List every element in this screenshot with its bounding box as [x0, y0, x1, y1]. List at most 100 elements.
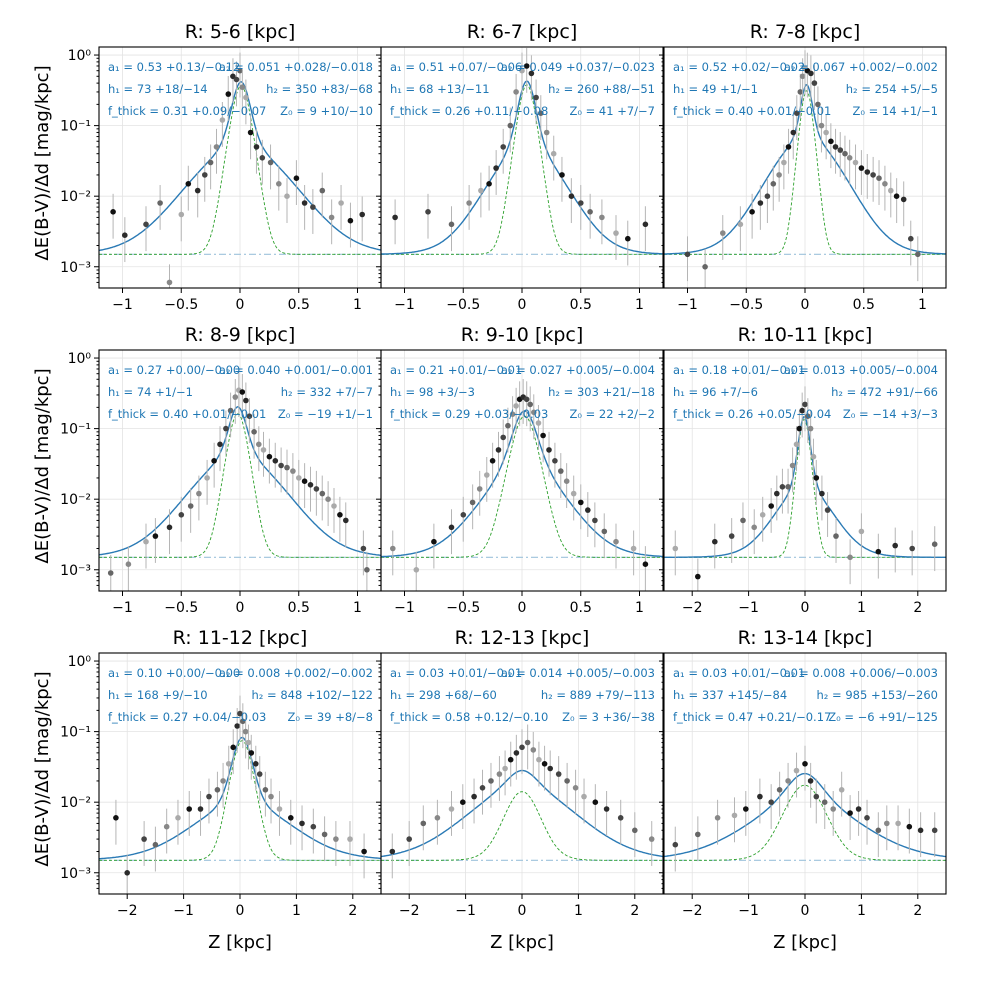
- data-point: [830, 806, 836, 812]
- grid: [664, 653, 946, 894]
- data-point: [331, 503, 337, 509]
- plot-area: [381, 47, 663, 266]
- x-axis-label-col-3: Z [kpc]: [773, 932, 837, 953]
- fit-param-right: a₂ = 0.014 +0.005/−0.003: [501, 666, 655, 680]
- data-point: [186, 806, 192, 812]
- data-point: [390, 545, 396, 552]
- data-point: [223, 425, 229, 432]
- x-tick-label: −1: [738, 600, 759, 616]
- data-point: [855, 806, 862, 812]
- x-tick-label: 0.5: [570, 297, 592, 313]
- data-point: [299, 820, 305, 827]
- x-tick-label: 0: [801, 600, 810, 616]
- panel-3: R: 7-8 [kpc] −1 −0.5 0 0.5 1 a₁ = 0.52 +0.02/−…: [659, 21, 947, 313]
- x-tick-label: 0.5: [288, 297, 310, 313]
- fit-param-right: h₂ = 260 +88/−51: [548, 82, 655, 96]
- data-point: [489, 458, 496, 464]
- data-point: [858, 528, 865, 535]
- data-point: [672, 545, 679, 552]
- data-point: [531, 409, 537, 416]
- data-point: [392, 214, 398, 221]
- data-point: [802, 401, 808, 408]
- x-tick-label: 1: [857, 903, 866, 919]
- data-point: [166, 279, 173, 286]
- data-point: [559, 172, 565, 178]
- data-point: [364, 567, 370, 573]
- data-points: [684, 50, 921, 288]
- data-point: [552, 458, 558, 464]
- fit-param-right: a₂ = 0.008 +0.006/−0.003: [784, 666, 938, 680]
- fit-param-right: h₂ = 332 +7/−7: [281, 385, 373, 399]
- fit-param-right: h₂ = 985 +153/−260: [817, 688, 939, 702]
- panel-title: R: 11-12 [kpc]: [173, 627, 308, 649]
- data-point: [310, 823, 317, 830]
- data-point: [642, 561, 649, 567]
- data-point: [749, 209, 755, 215]
- data-point: [290, 468, 296, 474]
- fit-param-left: f_thick = 0.27 +0.04/−0.03: [108, 710, 266, 724]
- data-point: [251, 429, 257, 435]
- y-tick-label: 10⁻¹: [60, 119, 91, 135]
- data-point: [578, 499, 584, 506]
- y-tick-label: 10⁻¹: [60, 725, 91, 741]
- data-point: [884, 820, 890, 827]
- data-point: [248, 750, 255, 756]
- y-tick-label: 10⁻²: [60, 492, 91, 508]
- x-tick-label: −0.5: [164, 600, 198, 616]
- fit-param-left: f_thick = 0.47 +0.21/−0.17: [673, 710, 831, 724]
- data-point: [163, 823, 170, 830]
- data-point: [476, 486, 483, 492]
- data-point: [815, 101, 821, 108]
- data-point: [540, 432, 546, 439]
- data-point: [630, 545, 637, 552]
- data-point: [785, 778, 791, 784]
- data-point: [448, 221, 455, 228]
- data-point: [524, 739, 531, 746]
- data-point: [420, 820, 427, 827]
- data-point: [211, 458, 217, 464]
- data-point: [143, 538, 149, 545]
- data-point: [811, 80, 818, 86]
- data-point: [917, 827, 924, 834]
- data-point: [507, 756, 514, 763]
- data-point: [530, 747, 537, 753]
- data-point: [599, 214, 605, 221]
- data-point: [486, 181, 492, 187]
- fit-param-left: f_thick = 0.31 +0.09/−0.07: [108, 104, 266, 118]
- fit-param-right: Z₀ = 14 +1/−1: [852, 104, 938, 118]
- data-point: [502, 765, 508, 772]
- x-tick-label: 0: [518, 297, 527, 313]
- data-point: [684, 251, 691, 258]
- panel-grid: R: 5-6 [kpc] −1 −0.5 0 0.5 1 10⁰ 10⁻¹ 10⁻² 10⁻³ a₁…: [60, 21, 947, 919]
- fit-param-left: f_thick = 0.26 +0.05/−0.04: [673, 407, 831, 421]
- data-point: [768, 503, 774, 509]
- data-point: [875, 548, 882, 555]
- data-point: [695, 573, 701, 580]
- fit-param-left: h₁ = 168 +9/−10: [108, 688, 208, 702]
- data-point: [478, 187, 484, 194]
- fit-param-right: Z₀ = 41 +7/−7: [569, 104, 655, 118]
- data-point: [214, 787, 221, 793]
- fit-param-left: f_thick = 0.29 +0.03/−0.03: [390, 407, 548, 421]
- fit-param-right: a₂ = 0.027 +0.005/−0.004: [501, 363, 655, 377]
- fit-parameters: a₁ = 0.52 +0.02/−0.02 h₁ = 49 +1/−1 f_thic…: [673, 60, 938, 118]
- data-point: [538, 110, 544, 116]
- data-point: [206, 793, 212, 800]
- fit-param-left: f_thick = 0.26 +0.11/−0.08: [390, 104, 548, 118]
- data-point: [838, 787, 845, 793]
- fit-param-right: h₂ = 889 +79/−113: [541, 688, 655, 702]
- x-axis-label-col-2: Z [kpc]: [490, 932, 554, 953]
- data-point: [220, 778, 226, 784]
- fit-param-left: a₁ = 0.52 +0.02/−0.02: [673, 60, 805, 74]
- data-point: [842, 150, 848, 157]
- x-tick-label: 1: [857, 600, 866, 616]
- data-point: [125, 561, 132, 567]
- data-point: [122, 232, 128, 238]
- data-point: [564, 778, 570, 784]
- data-point: [743, 806, 749, 812]
- x-tick-label: −1: [173, 903, 194, 919]
- fit-param-left: h₁ = 74 +1/−1: [108, 385, 193, 399]
- data-point: [550, 150, 557, 157]
- data-point: [535, 420, 542, 426]
- data-point: [268, 793, 274, 800]
